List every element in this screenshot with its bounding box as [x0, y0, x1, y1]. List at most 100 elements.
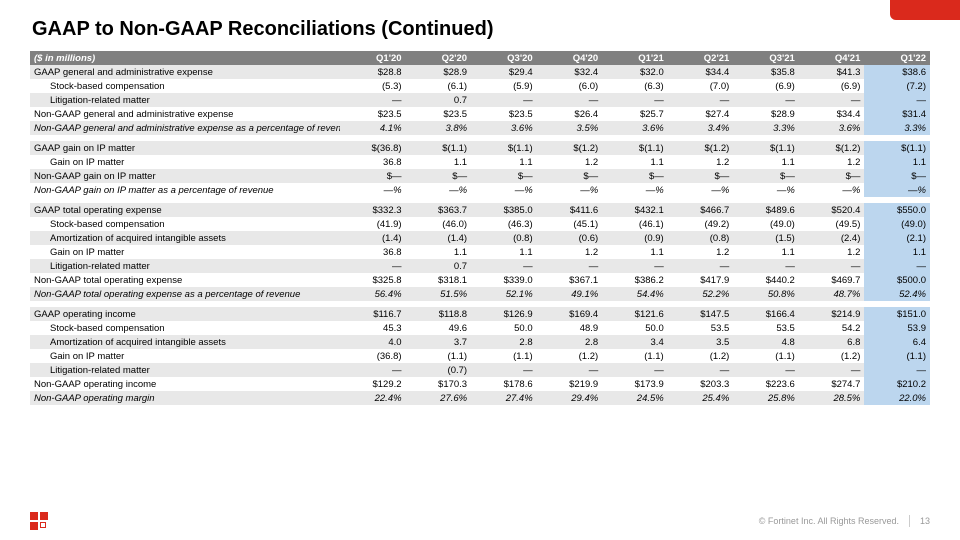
- cell-value: 1.2: [537, 155, 603, 169]
- row-label: Stock-based compensation: [30, 217, 340, 231]
- cell-value: (7.2): [864, 79, 930, 93]
- cell-value: $178.6: [471, 377, 537, 391]
- fortinet-logo-icon: [30, 512, 48, 530]
- col-period: Q1'21: [602, 51, 668, 65]
- cell-value: 53.5: [668, 321, 734, 335]
- cell-value: 48.7%: [799, 287, 865, 301]
- cell-value: —%: [864, 183, 930, 197]
- row-label: Non-GAAP operating income: [30, 377, 340, 391]
- cell-value: 6.8: [799, 335, 865, 349]
- cell-value: (1.5): [733, 231, 799, 245]
- cell-value: 0.7: [406, 259, 472, 273]
- table-row: Amortization of acquired intangible asse…: [30, 335, 930, 349]
- cell-value: —: [340, 363, 406, 377]
- table-row: Gain on IP matter36.81.11.11.21.11.21.11…: [30, 155, 930, 169]
- cell-value: $(1.1): [602, 141, 668, 155]
- cell-value: (1.1): [864, 349, 930, 363]
- cell-value: (2.1): [864, 231, 930, 245]
- cell-value: 1.2: [799, 245, 865, 259]
- row-label: Amortization of acquired intangible asse…: [30, 335, 340, 349]
- cell-value: —: [668, 259, 734, 273]
- cell-value: $318.1: [406, 273, 472, 287]
- cell-value: $28.9: [406, 65, 472, 79]
- row-label: Gain on IP matter: [30, 245, 340, 259]
- cell-value: $550.0: [864, 203, 930, 217]
- page-title: GAAP to Non-GAAP Reconciliations (Contin…: [0, 0, 960, 51]
- cell-value: —: [733, 259, 799, 273]
- cell-value: —: [864, 93, 930, 107]
- cell-value: 56.4%: [340, 287, 406, 301]
- cell-value: 2.8: [537, 335, 603, 349]
- cell-value: 49.1%: [537, 287, 603, 301]
- cell-value: (1.1): [602, 349, 668, 363]
- cell-value: $126.9: [471, 307, 537, 321]
- cell-value: —: [471, 363, 537, 377]
- cell-value: $28.8: [340, 65, 406, 79]
- cell-value: 3.7: [406, 335, 472, 349]
- cell-value: $432.1: [602, 203, 668, 217]
- cell-value: —%: [799, 183, 865, 197]
- table-row: Stock-based compensation(41.9)(46.0)(46.…: [30, 217, 930, 231]
- cell-value: (6.9): [733, 79, 799, 93]
- reconciliation-table: ($ in millions)Q1'20Q2'20Q3'20Q4'20Q1'21…: [30, 51, 930, 405]
- col-period: Q1'22: [864, 51, 930, 65]
- cell-value: (41.9): [340, 217, 406, 231]
- cell-value: 24.5%: [602, 391, 668, 405]
- cell-value: 3.5%: [537, 121, 603, 135]
- table-row: Stock-based compensation45.349.650.048.9…: [30, 321, 930, 335]
- col-period: Q3'20: [471, 51, 537, 65]
- cell-value: $223.6: [733, 377, 799, 391]
- cell-value: $23.5: [340, 107, 406, 121]
- cell-value: $363.7: [406, 203, 472, 217]
- cell-value: (7.0): [668, 79, 734, 93]
- cell-value: —: [864, 259, 930, 273]
- cell-value: $23.5: [406, 107, 472, 121]
- cell-value: (0.9): [602, 231, 668, 245]
- row-label: GAAP general and administrative expense: [30, 65, 340, 79]
- cell-value: —: [799, 259, 865, 273]
- cell-value: (0.7): [406, 363, 472, 377]
- cell-value: 1.2: [799, 155, 865, 169]
- cell-value: 1.1: [602, 155, 668, 169]
- row-label: Stock-based compensation: [30, 321, 340, 335]
- cell-value: $386.2: [602, 273, 668, 287]
- cell-value: 27.6%: [406, 391, 472, 405]
- cell-value: —: [602, 363, 668, 377]
- cell-value: 1.1: [602, 245, 668, 259]
- cell-value: 4.0: [340, 335, 406, 349]
- cell-value: $500.0: [864, 273, 930, 287]
- cell-value: 4.1%: [340, 121, 406, 135]
- cell-value: 3.6%: [799, 121, 865, 135]
- row-label: GAAP total operating expense: [30, 203, 340, 217]
- cell-value: 0.7: [406, 93, 472, 107]
- cell-value: 1.1: [733, 245, 799, 259]
- cell-value: $29.4: [471, 65, 537, 79]
- row-label: GAAP operating income: [30, 307, 340, 321]
- cell-value: —: [864, 363, 930, 377]
- table-row: Litigation-related matter—0.7———————: [30, 259, 930, 273]
- row-label: Non-GAAP general and administrative expe…: [30, 107, 340, 121]
- table-row: Gain on IP matter(36.8)(1.1)(1.1)(1.2)(1…: [30, 349, 930, 363]
- cell-value: (0.6): [537, 231, 603, 245]
- cell-value: $151.0: [864, 307, 930, 321]
- row-label: Gain on IP matter: [30, 155, 340, 169]
- cell-value: $325.8: [340, 273, 406, 287]
- cell-value: 50.0: [471, 321, 537, 335]
- cell-value: 3.4%: [668, 121, 734, 135]
- page-number: 13: [920, 516, 930, 526]
- table-row: Non-GAAP total operating expense as a pe…: [30, 287, 930, 301]
- cell-value: —%: [602, 183, 668, 197]
- cell-value: (6.1): [406, 79, 472, 93]
- cell-value: 3.4: [602, 335, 668, 349]
- cell-value: 53.5: [733, 321, 799, 335]
- cell-value: —: [537, 93, 603, 107]
- cell-value: $219.9: [537, 377, 603, 391]
- cell-value: 1.1: [471, 155, 537, 169]
- cell-value: $332.3: [340, 203, 406, 217]
- row-label: Litigation-related matter: [30, 259, 340, 273]
- cell-value: 51.5%: [406, 287, 472, 301]
- cell-value: —: [471, 259, 537, 273]
- row-label: Litigation-related matter: [30, 93, 340, 107]
- cell-value: 1.1: [864, 245, 930, 259]
- cell-value: 4.8: [733, 335, 799, 349]
